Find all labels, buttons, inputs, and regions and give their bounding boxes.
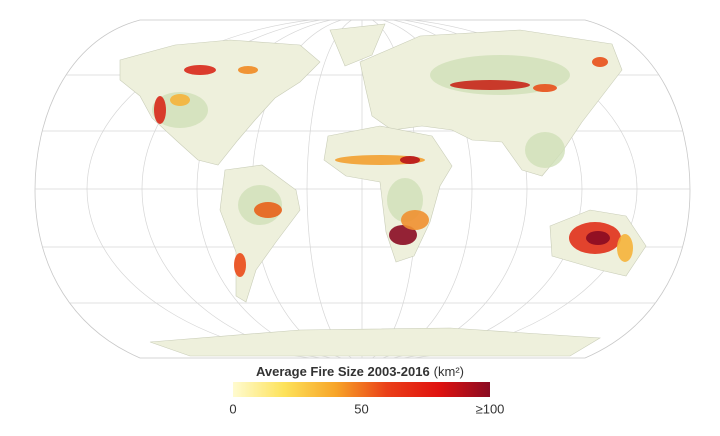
- world-map: [34, 19, 691, 359]
- fire-hotspot: [617, 234, 633, 262]
- vegetation: [152, 92, 208, 128]
- fire-hotspot: [586, 231, 610, 245]
- fire-hotspot: [170, 94, 190, 106]
- fire-hotspot: [234, 253, 246, 277]
- antarctica: [149, 327, 601, 357]
- legend-title: Average Fire Size 2003-2016: [256, 364, 430, 379]
- fire-hotspot: [450, 80, 530, 90]
- graticule: [35, 20, 690, 358]
- fire-hotspot: [154, 96, 166, 124]
- fire-hotspots: [154, 57, 633, 277]
- fire-hotspot: [533, 84, 557, 92]
- legend: Average Fire Size 2003-2016 (km²) 0 50 ≥100: [229, 364, 504, 416]
- fire-hotspot: [401, 210, 429, 230]
- fire-hotspot: [254, 202, 282, 218]
- greenland: [329, 23, 386, 67]
- fire-hotspot: [184, 65, 216, 75]
- fire-hotspot: [238, 66, 258, 74]
- vegetation: [525, 132, 565, 168]
- legend-unit: (km²): [434, 364, 464, 379]
- fire-hotspot: [389, 225, 417, 245]
- fire-hotspot: [592, 57, 608, 67]
- fire-hotspot: [400, 156, 420, 164]
- legend-heading: Average Fire Size 2003-2016 (km²): [256, 364, 464, 379]
- colorbar-tick-label: 0: [229, 401, 236, 416]
- colorbar-tick-label: 50: [354, 401, 368, 416]
- colorbar: [233, 382, 490, 397]
- colorbar-tick-label: ≥100: [476, 401, 505, 416]
- north-america: [119, 39, 321, 166]
